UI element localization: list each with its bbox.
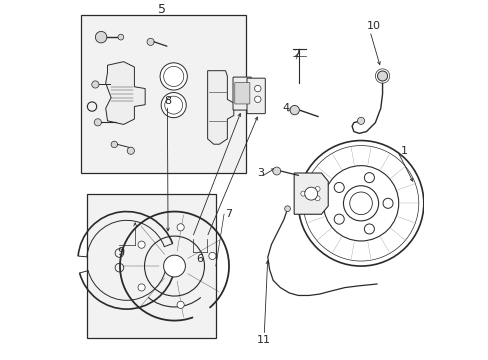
Circle shape — [343, 186, 378, 221]
FancyBboxPatch shape — [234, 82, 249, 104]
Circle shape — [333, 214, 344, 224]
Circle shape — [300, 191, 305, 196]
Circle shape — [138, 284, 145, 291]
Circle shape — [304, 187, 317, 200]
Circle shape — [127, 147, 134, 154]
FancyBboxPatch shape — [233, 77, 251, 110]
Circle shape — [357, 117, 364, 125]
Circle shape — [272, 167, 280, 175]
Circle shape — [138, 241, 145, 248]
Text: 8: 8 — [163, 96, 171, 106]
Polygon shape — [105, 62, 145, 125]
Circle shape — [208, 252, 216, 260]
Text: 4: 4 — [282, 103, 289, 113]
Circle shape — [147, 38, 154, 45]
Circle shape — [364, 173, 374, 183]
Text: 3: 3 — [257, 168, 264, 178]
Circle shape — [284, 206, 290, 212]
FancyBboxPatch shape — [246, 78, 265, 114]
Circle shape — [254, 85, 261, 92]
Text: 5: 5 — [158, 3, 166, 16]
Circle shape — [364, 224, 374, 234]
Circle shape — [349, 192, 371, 215]
Circle shape — [118, 34, 123, 40]
Circle shape — [160, 63, 187, 90]
Text: 9: 9 — [117, 247, 124, 257]
Circle shape — [289, 105, 299, 115]
Circle shape — [254, 96, 261, 103]
Circle shape — [177, 301, 184, 309]
Circle shape — [94, 119, 101, 126]
Circle shape — [111, 141, 117, 148]
Circle shape — [314, 196, 320, 201]
Circle shape — [298, 140, 423, 266]
Circle shape — [382, 198, 392, 208]
Text: 2: 2 — [292, 49, 300, 59]
Circle shape — [314, 186, 320, 192]
Text: 7: 7 — [224, 209, 231, 219]
Circle shape — [95, 31, 107, 43]
Text: 10: 10 — [366, 21, 380, 31]
Circle shape — [161, 93, 186, 118]
Circle shape — [377, 71, 387, 81]
Circle shape — [177, 224, 184, 231]
Polygon shape — [294, 173, 327, 214]
Circle shape — [92, 81, 99, 88]
Text: 11: 11 — [257, 334, 271, 345]
Text: 1: 1 — [400, 146, 407, 156]
Bar — [81, 15, 246, 173]
Text: 6: 6 — [196, 254, 203, 264]
Bar — [86, 194, 215, 338]
Circle shape — [163, 255, 185, 277]
Polygon shape — [207, 71, 233, 144]
Circle shape — [333, 183, 344, 193]
